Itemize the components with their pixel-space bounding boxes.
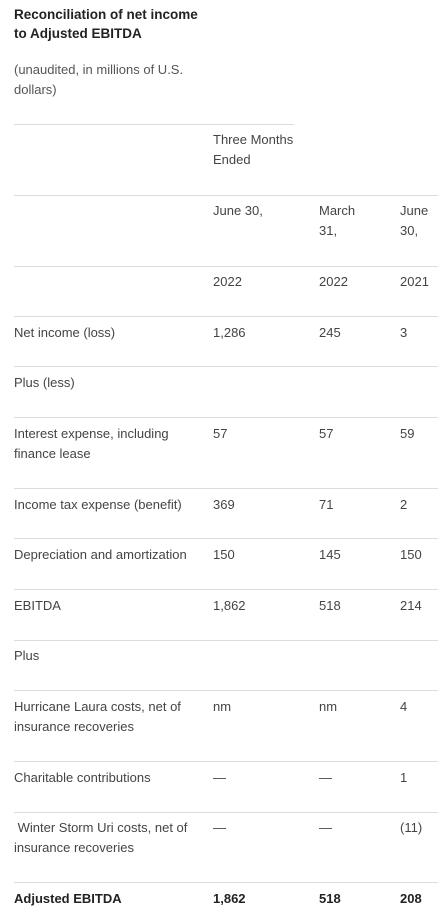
row-value: 245 [319, 325, 341, 340]
divider [14, 812, 438, 813]
divider [14, 366, 438, 367]
table-title: Reconciliation of net income to Adjusted… [14, 7, 198, 41]
divider [14, 417, 438, 418]
row-value: nm [213, 699, 232, 714]
total-value: 1,862 [213, 891, 246, 906]
row-label: Charitable contributions [14, 770, 151, 785]
row-label: EBITDA [14, 598, 61, 613]
divider [14, 690, 438, 691]
row-label: Hurricane Laura costs, net of insurance … [14, 699, 181, 734]
divider [14, 882, 438, 883]
header-col-c-date: June 30, [400, 203, 429, 238]
divider [14, 640, 438, 641]
total-value: 208 [400, 891, 422, 906]
header-col-c-year: 2021 [400, 274, 429, 289]
row-value: 4 [400, 699, 408, 714]
row-label: Net income (loss) [14, 325, 116, 340]
row-value: 57 [319, 426, 334, 441]
row-value: 145 [319, 547, 341, 562]
total-label: Adjusted EBITDA [14, 891, 122, 906]
row-value: — [319, 820, 332, 835]
row-value: 214 [400, 598, 422, 613]
divider [14, 488, 438, 489]
header-col-a-date: June 30, [213, 203, 263, 218]
total-value: 518 [319, 891, 341, 906]
row-value: — [213, 770, 226, 785]
row-value: 150 [213, 547, 235, 562]
divider [14, 538, 438, 539]
row-value: 57 [213, 426, 228, 441]
divider [14, 266, 438, 267]
row-label: Income tax expense (benefit) [14, 497, 182, 512]
row-value: — [213, 820, 226, 835]
header-col-b-date: March 31, [319, 203, 356, 238]
row-label: Winter Storm Uri costs, net of insurance… [14, 820, 192, 855]
divider [14, 589, 438, 590]
row-value: 1,862 [213, 598, 246, 613]
row-value: 71 [319, 497, 334, 512]
divider [14, 761, 438, 762]
row-label: Plus [14, 648, 40, 663]
row-label: Depreciation and amortization [14, 547, 187, 562]
row-value: 518 [319, 598, 341, 613]
row-value: (11) [400, 820, 423, 835]
row-value: 1,286 [213, 325, 246, 340]
row-value: 59 [400, 426, 415, 441]
row-label: Plus (less) [14, 375, 75, 390]
row-value: 1 [400, 770, 408, 785]
row-value: — [319, 770, 332, 785]
header-col-a-year: 2022 [213, 274, 242, 289]
divider [14, 316, 438, 317]
row-value: 369 [213, 497, 235, 512]
row-value: 150 [400, 547, 422, 562]
header-period-group: Three Months Ended [213, 132, 294, 167]
header-col-b-year: 2022 [319, 274, 348, 289]
row-label: Interest expense, including finance leas… [14, 426, 169, 461]
row-value: 3 [400, 325, 408, 340]
divider [14, 195, 438, 196]
row-value: 2 [400, 497, 408, 512]
divider [14, 124, 294, 125]
table-subtitle: (unaudited, in millions of U.S. dollars) [14, 62, 184, 97]
row-value: nm [319, 699, 338, 714]
